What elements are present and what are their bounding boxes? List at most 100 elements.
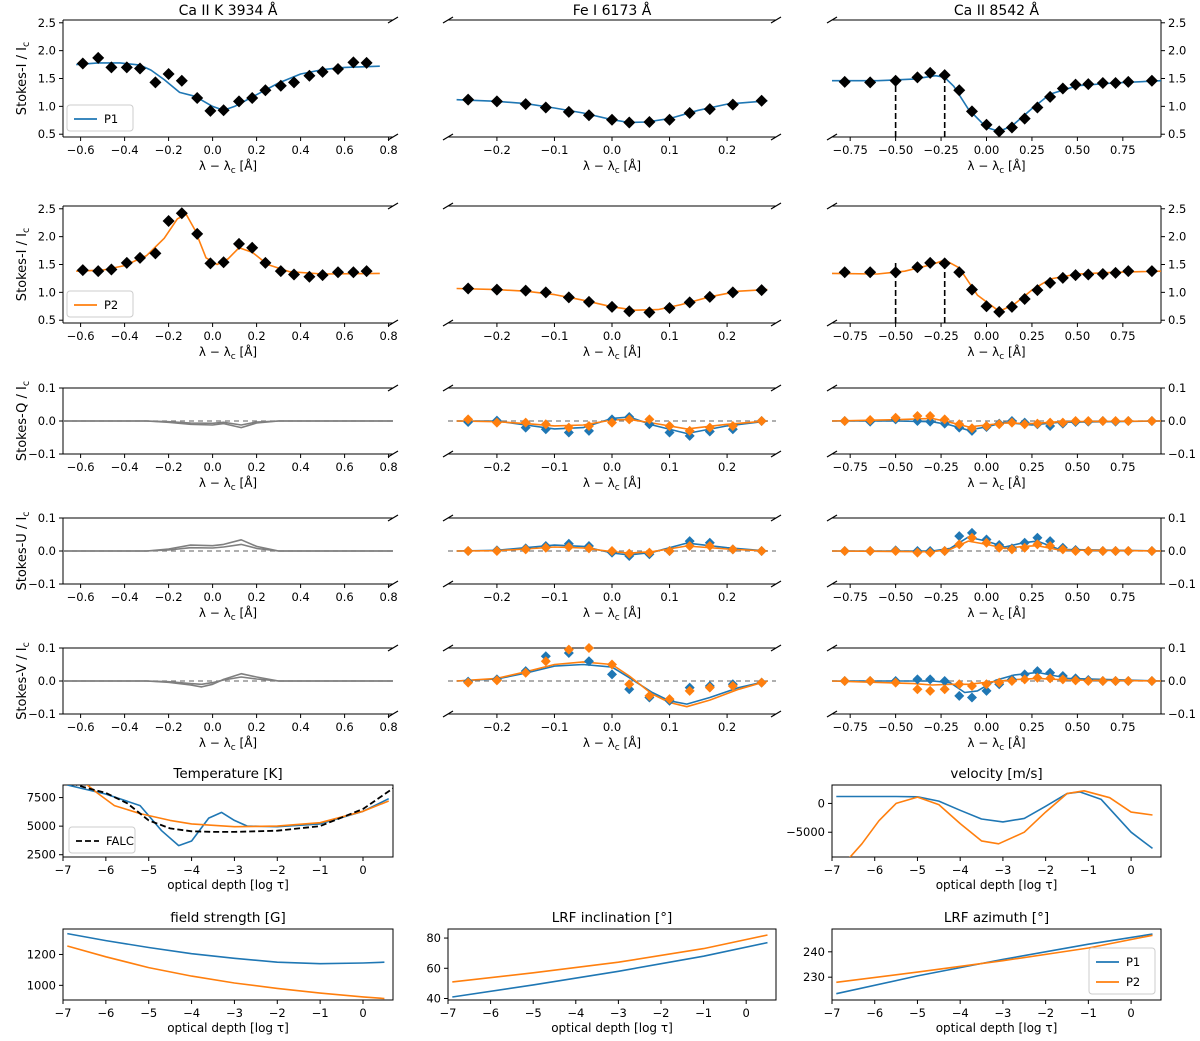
y-tick-label: 2.5 xyxy=(38,202,56,216)
observed-point xyxy=(1056,82,1069,95)
x-tick-label: 0.1 xyxy=(660,143,678,157)
observed-point-P2 xyxy=(865,546,876,556)
panel-I-P2-CaK: −0.6 −0.4 −0.2 0.0 0.2 0.4 0.6 0.8 λ − λc [Å] 0.5… xyxy=(15,202,399,362)
observed-point-P2 xyxy=(664,694,675,705)
observed-point xyxy=(105,263,118,276)
model-line-P1 xyxy=(63,538,393,552)
x-tick-label: −0.1 xyxy=(540,143,568,157)
x-tick-label: −6 xyxy=(866,1006,883,1020)
observed-point-P2 xyxy=(1097,416,1108,426)
axis-break-mark xyxy=(770,202,782,210)
observed-point-P2 xyxy=(664,420,675,431)
observed-point xyxy=(316,269,329,282)
y-tick-label: 230 xyxy=(803,970,825,984)
observed-point xyxy=(246,92,259,104)
x-tick-label: −5 xyxy=(525,1006,542,1020)
x-tick-label: −5 xyxy=(909,863,926,877)
y-tick-label: 1.5 xyxy=(1168,258,1186,272)
x-tick-label: −0.6 xyxy=(67,720,95,734)
x-tick-label: 0.2 xyxy=(247,720,265,734)
fit-line-P2 xyxy=(831,259,1162,313)
observed-point-P2 xyxy=(966,532,977,543)
x-tick-label: 0.8 xyxy=(379,329,397,343)
axis-break-mark xyxy=(387,710,399,718)
axis-break-mark xyxy=(387,202,399,210)
x-tick-label: −0.50 xyxy=(878,143,913,157)
y-tick-label: 0.5 xyxy=(1168,313,1186,327)
observed-point-P2 xyxy=(981,420,992,431)
model-line-P2 xyxy=(63,676,393,686)
axes-frame xyxy=(831,928,1162,1001)
plot-area xyxy=(67,785,393,847)
observed-point xyxy=(1005,121,1018,134)
observed-point xyxy=(1069,78,1082,91)
observed-point xyxy=(953,266,966,279)
series-line-P2 xyxy=(67,945,385,1000)
observed-point xyxy=(519,284,532,297)
x-tick-label: −2 xyxy=(1037,863,1054,877)
observed-point xyxy=(217,256,230,269)
observed-point xyxy=(259,256,272,269)
observed-point xyxy=(347,266,360,279)
y-tick-label: −0.1 xyxy=(1168,707,1196,721)
x-tick-label: −4 xyxy=(567,1006,584,1020)
observed-point-P2 xyxy=(1019,542,1030,553)
x-tick-label: 0.2 xyxy=(247,590,265,604)
x-tick-label: 0 xyxy=(743,1006,750,1020)
observed-point xyxy=(233,95,245,108)
y-tick-label: 0.1 xyxy=(1168,641,1186,655)
x-tick-label: 0.1 xyxy=(660,720,678,734)
observed-point xyxy=(1096,76,1109,89)
x-tick-label: 0.0 xyxy=(203,720,221,734)
observed-point-P2 xyxy=(491,675,502,686)
observed-point-P2 xyxy=(1083,416,1094,426)
observed-point-P2 xyxy=(491,546,502,556)
observed-point-P2 xyxy=(1032,418,1043,429)
observed-point-P1 xyxy=(1032,532,1043,543)
y-tick-label: 0.0 xyxy=(38,544,56,558)
x-axis-label: optical depth [log τ] xyxy=(167,1021,289,1035)
observed-point-P2 xyxy=(1110,546,1121,556)
x-tick-label: 0.2 xyxy=(718,143,736,157)
x-tick-label: 0.50 xyxy=(1065,329,1091,343)
y-tick-label: 1.0 xyxy=(1168,99,1186,113)
axis-break-mark xyxy=(826,16,838,24)
observed-point xyxy=(332,63,344,76)
observed-point xyxy=(864,266,877,279)
observed-point xyxy=(191,227,204,240)
observed-point xyxy=(360,56,373,69)
y-tick-label: 0.1 xyxy=(38,511,56,525)
series-line-P2 xyxy=(452,934,768,983)
panel-inclination: LRF inclination [°] −7 −6 −5 −4 −3 −2 −1 0 40 60 80… xyxy=(426,910,777,1035)
y-tick-label: 2.5 xyxy=(1168,202,1186,216)
x-tick-label: 0.50 xyxy=(1065,143,1091,157)
axis-break-mark xyxy=(826,133,838,141)
observed-point-P2 xyxy=(563,644,574,655)
x-tick-label: 0.0 xyxy=(603,590,621,604)
x-axis-label: λ − λc [Å] xyxy=(199,735,257,753)
observed-point-P2 xyxy=(583,643,594,653)
observed-point-P2 xyxy=(839,676,850,686)
y-tick-label: 1.0 xyxy=(38,99,56,113)
observed-point-P2 xyxy=(1123,676,1134,686)
observed-point-P2 xyxy=(540,419,551,430)
x-axis-label: optical depth [log τ] xyxy=(167,878,289,892)
axis-break-mark xyxy=(442,16,454,24)
x-tick-label: −0.4 xyxy=(111,143,139,157)
observed-point xyxy=(911,261,924,274)
axis-break-mark xyxy=(770,450,782,458)
x-tick-label: −7 xyxy=(55,1006,72,1020)
axis-break-mark xyxy=(442,133,454,141)
observed-point-P2 xyxy=(925,685,936,696)
observed-point-P2 xyxy=(684,425,695,436)
observed-point-P2 xyxy=(939,414,950,425)
observed-point-P2 xyxy=(1057,674,1068,685)
observed-point xyxy=(1082,78,1095,91)
legend-label: P1 xyxy=(104,112,118,126)
y-tick-label: 80 xyxy=(426,931,441,945)
model-line-P1 xyxy=(63,420,393,429)
x-axis-label: λ − λc [Å] xyxy=(199,344,257,362)
x-tick-label: −0.75 xyxy=(833,460,868,474)
observed-point-P2 xyxy=(664,546,675,556)
observed-point xyxy=(924,256,937,269)
